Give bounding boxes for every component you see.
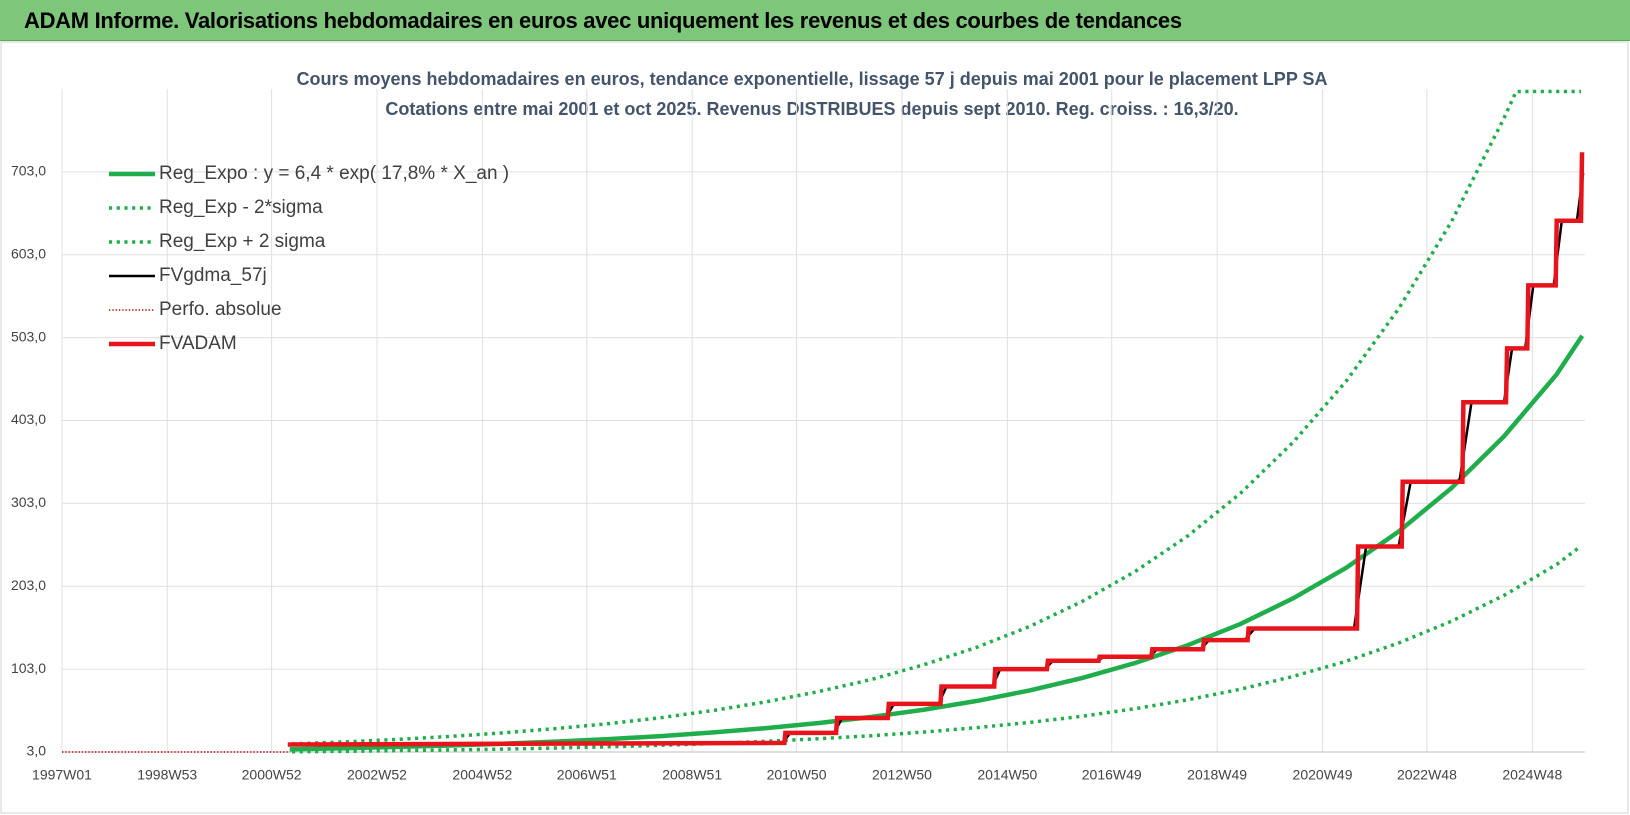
y-tick-label: 403,0: [11, 411, 46, 427]
legend-label: Perfo. absolue: [159, 299, 282, 320]
chart-title: Cours moyens hebdomadaires en euros, ten…: [296, 69, 1327, 89]
chart-frame: [0, 41, 1629, 814]
legend-label: FVgdma_57j: [159, 265, 267, 286]
header-title: ADAM Informe. Valorisations hebdomadaire…: [24, 8, 1182, 33]
x-tick-label: 1998W53: [137, 767, 197, 783]
y-tick-label: 703,0: [11, 163, 46, 179]
y-tick-label: 203,0: [11, 577, 46, 593]
header: ADAM Informe. Valorisations hebdomadaire…: [0, 0, 1630, 41]
chart: Cours moyens hebdomadaires en euros, ten…: [0, 41, 1629, 814]
x-tick-label: 2024W48: [1502, 767, 1562, 783]
chart-subtitle: Cotations entre mai 2001 et oct 2025. Re…: [385, 99, 1238, 119]
x-tick-label: 2014W50: [977, 767, 1037, 783]
legend-label: Reg_Exp - 2*sigma: [159, 197, 323, 218]
x-tick-label: 2018W49: [1187, 767, 1247, 783]
x-tick-label: 2006W51: [557, 767, 617, 783]
x-tick-label: 2008W51: [662, 767, 722, 783]
series-line: [287, 152, 1585, 747]
y-tick-label: 103,0: [11, 660, 46, 676]
x-tick-label: 2004W52: [452, 767, 512, 783]
y-tick-label: 603,0: [11, 245, 46, 261]
x-tick-label: 2022W48: [1397, 767, 1457, 783]
x-tick-label: 1997W01: [32, 767, 92, 783]
x-tick-label: 2002W52: [347, 767, 407, 783]
legend-label: FVADAM: [159, 333, 237, 354]
x-tick-label: 2016W49: [1082, 767, 1142, 783]
x-tick-label: 2020W49: [1293, 767, 1353, 783]
legend-label: Reg_Expo : y = 6,4 * exp( 17,8% * X_an ): [159, 163, 509, 184]
y-tick-label: 503,0: [11, 328, 46, 344]
y-tick-label: 3,0: [27, 743, 47, 759]
y-tick-label: 303,0: [11, 494, 46, 510]
legend-label: Reg_Exp + 2 sigma: [159, 231, 326, 252]
x-tick-label: 2012W50: [872, 767, 932, 783]
x-tick-label: 2010W50: [767, 767, 827, 783]
x-tick-label: 2000W52: [242, 767, 302, 783]
